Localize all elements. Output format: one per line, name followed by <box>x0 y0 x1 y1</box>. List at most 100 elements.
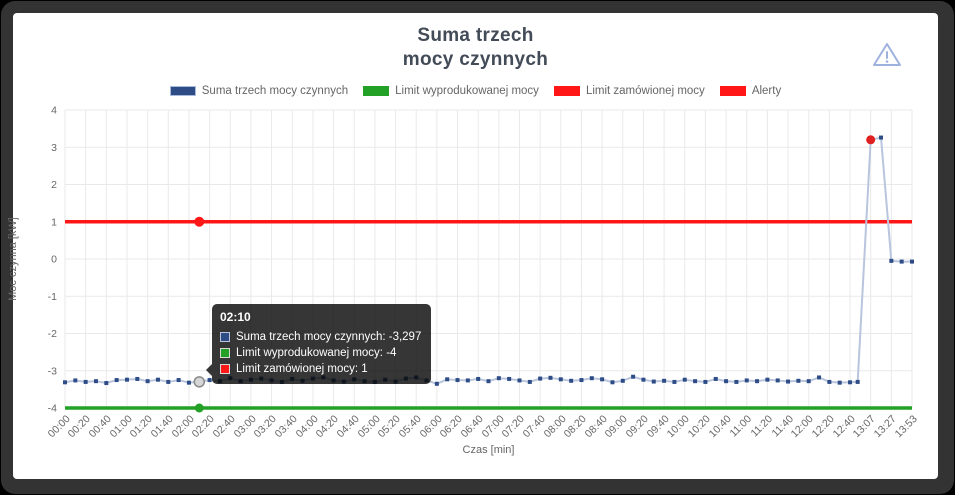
x-tick-label: 03:20 <box>251 413 280 441</box>
y-tick-label: 2 <box>51 179 57 191</box>
data-point-marker <box>445 377 450 382</box>
x-tick-label: 09:20 <box>623 413 651 441</box>
hover-point-produced <box>194 403 204 413</box>
data-point-marker <box>166 379 171 384</box>
data-point-marker <box>775 378 780 383</box>
x-tick-label: 09:40 <box>644 413 672 441</box>
x-tick-label: 13:53 <box>892 413 920 441</box>
data-point-marker <box>104 381 109 386</box>
data-point-marker <box>734 379 739 384</box>
legend-item[interactable]: Limit wyprodukowanej mocy <box>363 85 539 97</box>
data-point-marker <box>724 379 729 384</box>
hover-point-sum <box>193 376 206 388</box>
x-tick-label: 02:40 <box>210 413 238 441</box>
x-tick-label: 06:40 <box>458 413 486 441</box>
page-title: Suma trzech mocy czynnych <box>13 24 938 72</box>
x-tick-label: 08:40 <box>582 413 610 441</box>
data-point-marker <box>496 376 501 381</box>
x-tick-label: 00:20 <box>66 413 94 441</box>
tooltip-row: Suma trzech mocy czynnych: -3,297 <box>220 329 421 345</box>
data-point-marker <box>507 376 512 381</box>
data-point-marker <box>713 376 718 381</box>
legend-item[interactable]: Alerty <box>719 85 782 97</box>
data-point-marker <box>855 379 860 384</box>
data-point-marker <box>579 378 584 383</box>
x-tick-label: 06:20 <box>437 413 465 441</box>
y-tick-label: -1 <box>48 291 57 303</box>
data-point-marker <box>693 379 698 384</box>
x-tick-label: 06:00 <box>417 413 445 441</box>
tooltip-time: 02:10 <box>220 310 251 324</box>
alert-point[interactable] <box>866 135 876 145</box>
legend-label: Limit wyprodukowanej mocy <box>395 85 539 97</box>
data-point-marker <box>73 378 78 383</box>
y-tick-label: 4 <box>51 105 57 117</box>
hover-point-ordered <box>194 216 205 227</box>
data-point-marker <box>786 379 791 384</box>
data-point-marker <box>631 374 636 379</box>
x-tick-label: 12:40 <box>830 413 858 441</box>
data-point-marker <box>672 379 677 384</box>
tooltip-key-box <box>220 332 230 342</box>
x-tick-label: 05:20 <box>375 413 404 441</box>
data-point-marker <box>548 375 553 380</box>
data-point-marker <box>135 376 140 381</box>
x-tick-label: 02:20 <box>190 413 218 441</box>
x-tick-label: 03:40 <box>272 413 300 441</box>
data-point-marker <box>703 379 708 384</box>
legend-color-box <box>719 86 746 96</box>
legend-color-box <box>363 86 390 96</box>
y-tick-label: -2 <box>48 328 57 340</box>
y-axis-title: Moc czynna [kW] <box>7 217 19 301</box>
data-point-marker <box>569 378 574 383</box>
x-tick-label: 10:00 <box>665 413 693 441</box>
legend-label: Alerty <box>751 85 782 97</box>
data-point-marker <box>610 380 615 385</box>
legend-label: Suma trzech mocy czynnych <box>201 85 349 97</box>
legend-color-box <box>169 86 196 96</box>
data-point-marker <box>114 378 119 383</box>
tooltip-row: Limit wyprodukowanej mocy: -4 <box>220 345 421 361</box>
data-point-marker <box>207 378 212 383</box>
data-point-marker <box>589 376 594 381</box>
x-tick-label: 07:40 <box>520 413 548 441</box>
chart-card <box>13 13 938 479</box>
data-point-marker <box>434 381 439 386</box>
x-tick-label: 01:00 <box>107 413 135 441</box>
data-point-marker <box>744 378 749 383</box>
data-point-marker <box>899 259 904 264</box>
x-tick-label: 08:00 <box>541 413 569 441</box>
data-point-marker <box>476 376 481 381</box>
data-point-marker <box>651 379 656 384</box>
legend-color-box <box>553 86 580 96</box>
y-tick-label: -3 <box>48 365 57 377</box>
x-tick-label: 13:27 <box>871 413 899 441</box>
tooltip-row-text: Limit wyprodukowanej mocy: -4 <box>236 347 397 359</box>
data-point-marker <box>155 377 160 382</box>
data-point-marker <box>817 375 822 380</box>
data-point-marker <box>93 379 98 384</box>
y-tick-label: 3 <box>51 142 57 154</box>
chart-title-line-2: mocy czynnych <box>402 49 549 70</box>
y-tick-label: -4 <box>48 403 57 415</box>
data-point-marker <box>63 380 67 385</box>
data-point-marker <box>662 378 667 383</box>
data-point-marker <box>682 377 687 382</box>
legend-item[interactable]: Suma trzech mocy czynnych <box>169 85 349 97</box>
data-point-marker <box>538 376 543 381</box>
data-point-marker <box>145 379 150 384</box>
legend-label: Limit zamówionej mocy <box>585 85 705 97</box>
legend-item[interactable]: Limit zamówionej mocy <box>553 85 705 97</box>
data-point-marker <box>755 379 760 384</box>
data-point-marker <box>848 380 853 385</box>
data-point-marker <box>465 378 470 383</box>
data-point-marker <box>455 378 460 383</box>
warning-button[interactable] <box>869 41 905 71</box>
x-tick-label: 04:00 <box>293 413 321 441</box>
data-point-marker <box>796 378 801 383</box>
x-tick-label: 00:00 <box>45 413 73 441</box>
y-tick-label: 1 <box>51 216 57 228</box>
tooltip: 02:10 Suma trzech mocy czynnych: -3,297 L… <box>205 304 432 384</box>
